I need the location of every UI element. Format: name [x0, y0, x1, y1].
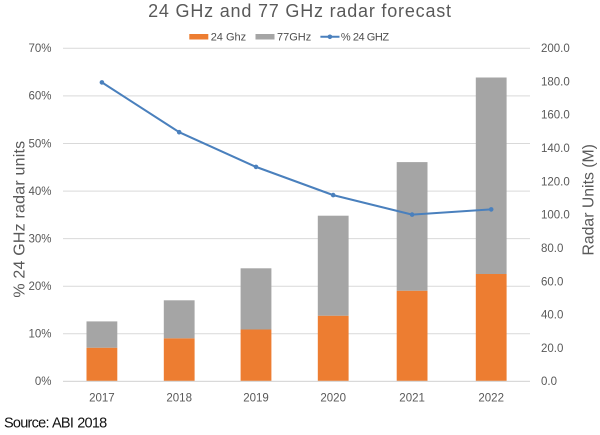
- svg-text:Radar Units (M): Radar Units (M): [581, 144, 598, 255]
- svg-text:100.0: 100.0: [541, 210, 570, 222]
- svg-text:40%: 40%: [28, 186, 51, 198]
- svg-text:20.0: 20.0: [541, 343, 563, 355]
- svg-text:40.0: 40.0: [541, 310, 563, 322]
- svg-text:2017: 2017: [89, 393, 115, 405]
- svg-text:120.0: 120.0: [541, 176, 570, 188]
- svg-text:70%: 70%: [28, 43, 51, 55]
- svg-text:60.0: 60.0: [541, 276, 563, 288]
- svg-text:2018: 2018: [166, 393, 192, 405]
- svg-text:200.0: 200.0: [541, 43, 570, 55]
- svg-text:10%: 10%: [28, 329, 51, 341]
- svg-text:60%: 60%: [28, 91, 51, 103]
- svg-text:% 24 GHz radar units: % 24 GHz radar units: [11, 141, 28, 298]
- svg-text:24 Ghz: 24 Ghz: [211, 32, 246, 44]
- svg-text:2021: 2021: [399, 393, 425, 405]
- svg-text:30%: 30%: [28, 233, 51, 245]
- svg-text:77GHz: 77GHz: [277, 32, 311, 44]
- svg-text:160.0: 160.0: [541, 110, 570, 122]
- svg-text:0.0: 0.0: [541, 376, 557, 388]
- svg-text:80.0: 80.0: [541, 243, 563, 255]
- svg-text:% 24 GHZ: % 24 GHZ: [341, 32, 389, 44]
- svg-text:2020: 2020: [320, 393, 346, 405]
- svg-text:50%: 50%: [28, 138, 51, 150]
- svg-text:2022: 2022: [478, 393, 504, 405]
- svg-text:24 GHz and 77 GHz radar foreca: 24 GHz and 77 GHz radar forecast: [148, 1, 452, 21]
- svg-text:180.0: 180.0: [541, 76, 570, 88]
- svg-text:2019: 2019: [243, 393, 269, 405]
- svg-text:Source: ABI 2018: Source: ABI 2018: [4, 416, 107, 432]
- svg-text:0%: 0%: [35, 376, 52, 388]
- svg-text:20%: 20%: [28, 281, 51, 293]
- svg-text:140.0: 140.0: [541, 143, 570, 155]
